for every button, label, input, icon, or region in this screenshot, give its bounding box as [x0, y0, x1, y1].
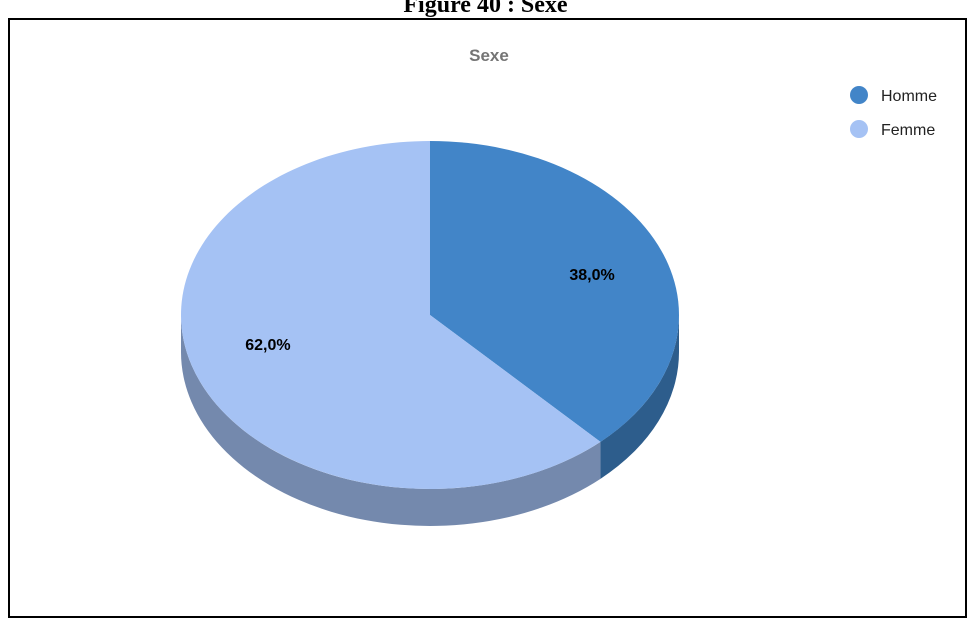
- legend: Homme Femme: [850, 86, 937, 139]
- pie-slices: [181, 141, 679, 489]
- slice-side-homme: [600, 315, 679, 479]
- pie-sides: [181, 315, 679, 526]
- legend-label-femme: Femme: [881, 122, 935, 139]
- slice-homme[interactable]: [430, 141, 679, 442]
- chart-title: Sexe: [469, 46, 509, 65]
- legend-marker-femme: [850, 120, 868, 138]
- slice-femme[interactable]: [181, 141, 601, 489]
- slice-label-homme: 38,0%: [569, 267, 614, 284]
- legend-marker-homme: [850, 86, 868, 104]
- legend-label-homme: Homme: [881, 88, 937, 105]
- slice-labels: 38,0% 62,0%: [245, 267, 614, 354]
- slice-label-femme: 62,0%: [245, 337, 290, 354]
- slice-side-femme: [181, 315, 601, 526]
- figure-caption: Figure 40 : Sexe: [403, 0, 568, 18]
